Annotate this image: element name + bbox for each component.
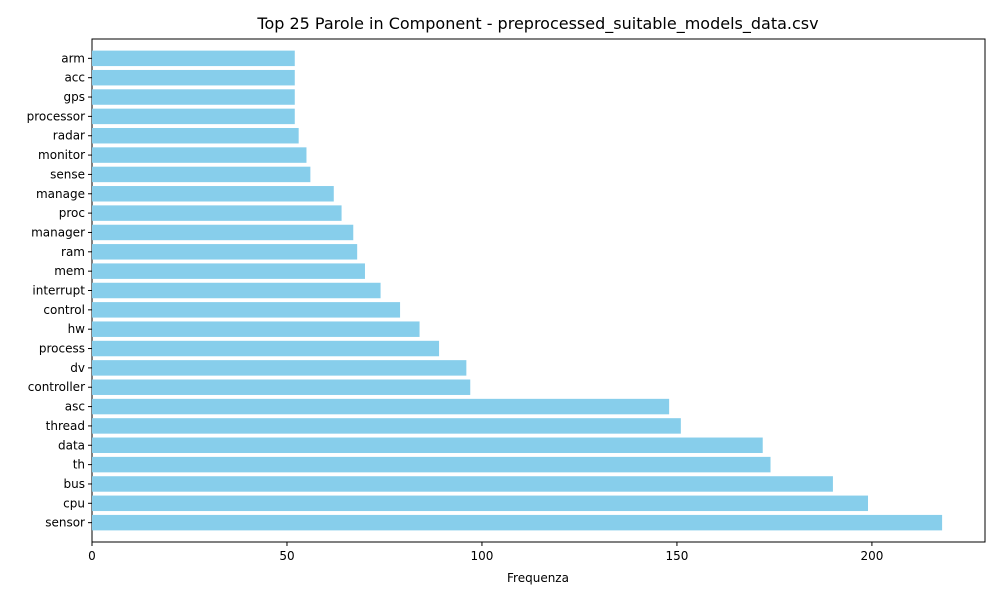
- bar-gps: [92, 89, 295, 105]
- chart-title: Top 25 Parole in Component - preprocesse…: [256, 14, 818, 34]
- x-tick-label: 0: [88, 549, 96, 563]
- y-tick-label: manage: [36, 187, 85, 201]
- y-axis-ticks: sensor cpu bus th data thread asc controller dv p…: [27, 51, 92, 530]
- y-tick-label: dv: [70, 361, 85, 375]
- bar-monitor: [92, 147, 307, 163]
- y-tick-label: mem: [54, 264, 85, 278]
- bar-ram: [92, 244, 358, 260]
- bar-interrupt: [92, 282, 381, 299]
- y-tick-label: control: [43, 303, 85, 317]
- y-tick-label: acc: [64, 71, 85, 85]
- x-axis-ticks: 0 50 100 150 200: [88, 542, 883, 563]
- bar-acc: [92, 69, 295, 86]
- y-tick-label: controller: [28, 380, 85, 394]
- y-tick-label: asc: [65, 400, 85, 414]
- bar-asc: [92, 398, 670, 415]
- bar-bus: [92, 476, 833, 492]
- y-tick-label: sensor: [45, 516, 85, 530]
- bar-arm: [92, 50, 295, 67]
- y-tick-label: manager: [31, 225, 85, 239]
- bar-dv: [92, 360, 467, 376]
- y-tick-label: bus: [64, 477, 85, 491]
- y-tick-label: arm: [61, 51, 85, 65]
- y-tick-label: proc: [59, 206, 85, 220]
- y-tick-label: gps: [64, 90, 86, 104]
- y-tick-label: ram: [61, 245, 85, 259]
- x-tick-label: 100: [471, 549, 494, 563]
- bar-processor: [92, 108, 295, 125]
- bar-manager: [92, 224, 354, 241]
- y-tick-label: cpu: [63, 496, 85, 510]
- y-tick-label: interrupt: [32, 284, 85, 298]
- x-tick-label: 50: [279, 549, 294, 563]
- bar-th: [92, 456, 771, 473]
- bar-sense: [92, 166, 311, 183]
- x-tick-label: 150: [665, 549, 688, 563]
- x-tick-label: 200: [860, 549, 883, 563]
- bar-proc: [92, 205, 342, 221]
- y-tick-label: sense: [50, 167, 85, 181]
- y-tick-label: thread: [46, 419, 85, 433]
- bar-thread: [92, 418, 681, 434]
- bar-radar: [92, 127, 299, 144]
- bar-process: [92, 340, 440, 357]
- y-tick-label: radar: [53, 129, 85, 143]
- y-tick-label: th: [73, 458, 85, 472]
- x-axis-label: Frequenza: [507, 571, 569, 585]
- bar-sensor: [92, 514, 943, 531]
- y-tick-label: data: [58, 438, 85, 452]
- y-tick-label: hw: [68, 322, 86, 336]
- bar-cpu: [92, 495, 869, 512]
- y-tick-label: process: [39, 342, 85, 356]
- bar-manage: [92, 186, 334, 202]
- bar-controller: [92, 379, 471, 395]
- y-tick-label: processor: [27, 109, 85, 123]
- bar-control: [92, 302, 401, 318]
- bars-group: [92, 50, 943, 531]
- bar-data: [92, 437, 763, 454]
- bar-hw: [92, 321, 420, 337]
- bar-mem: [92, 263, 365, 279]
- y-tick-label: monitor: [38, 148, 85, 162]
